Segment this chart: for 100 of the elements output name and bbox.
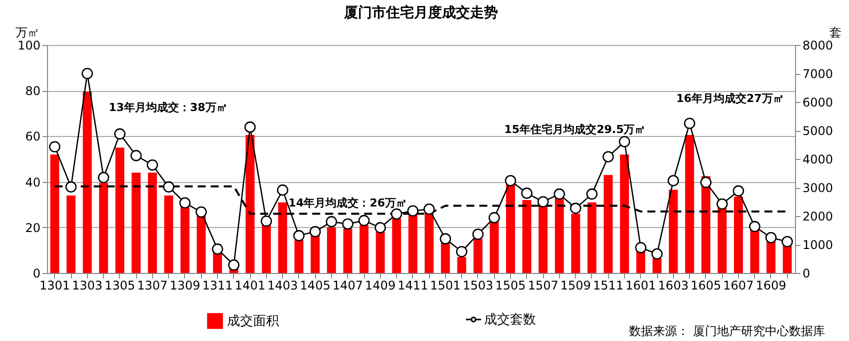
point [651,248,663,260]
annotation: 15年住宅月均成交29.5万㎡ [504,123,646,136]
legend-label: 成交套数 [484,312,536,328]
bar [490,222,499,273]
bar [750,230,760,273]
point [114,128,126,140]
bar [604,174,613,273]
x-tick-label: 1501 [430,278,461,292]
bar [99,182,108,273]
point [440,233,452,244]
x-tick-label: 1509 [560,278,591,292]
point [342,218,354,230]
point [196,206,207,218]
point [504,175,516,186]
x-tick-label: 1505 [495,278,526,292]
bar [408,214,418,273]
bar [424,212,434,273]
point [374,222,386,234]
point [472,228,484,240]
bar [571,214,580,273]
bar [164,195,174,273]
point [765,232,777,244]
point [668,175,679,186]
y-tick-label: 0 [32,266,40,280]
bar [50,154,60,273]
point [244,121,256,133]
x-tick-label: 1507 [528,278,558,292]
point [49,141,60,152]
bar [587,202,596,273]
point [570,202,582,214]
bar [718,208,727,273]
bar [148,172,157,273]
x-tick-label: 1409 [365,278,396,292]
bar [115,148,124,273]
x-tick-label: 1503 [462,278,494,292]
point [407,205,419,217]
point [326,216,338,228]
point [586,188,598,200]
x-tick-label: 1603 [658,278,689,292]
source-note: 数据来源： 厦门地产研究中心数据库 [629,324,825,338]
bar [196,216,206,273]
x-tick-label: 1607 [723,278,754,292]
y2-tick-label: 3000 [802,181,834,195]
bar [278,202,288,273]
point [749,220,760,232]
point [98,172,110,184]
y-tick-label: 80 [25,84,40,98]
y-axis-title: 万㎡ [16,26,40,40]
bar [506,184,516,273]
point [602,151,614,162]
bar [262,222,271,273]
bar [554,198,564,273]
x-tick-label: 1301 [39,278,70,292]
point [146,159,158,171]
point [537,196,549,208]
bar [538,206,548,273]
bar [734,196,743,273]
point [521,188,532,199]
bar [457,257,466,273]
bar [652,258,662,273]
point [423,204,435,215]
x-tick-label: 1601 [625,278,656,292]
y2-tick-label: 4000 [802,152,834,166]
x-tick-label: 1405 [300,278,330,292]
y2-tick-label: 6000 [802,96,834,110]
point [179,197,191,209]
bar [474,238,482,273]
y2-tick-label: 7000 [802,67,834,81]
point [618,136,630,148]
point [782,236,793,248]
point [700,176,712,188]
point [130,150,142,162]
point [716,198,728,210]
point [488,212,500,224]
x-tick-label: 1411 [398,278,428,292]
point [310,226,321,238]
y2-tick-label: 0 [802,266,810,280]
bar [294,240,304,273]
bar [440,242,450,273]
point [293,230,305,242]
bar [376,232,385,273]
x-tick-label: 1305 [104,278,136,292]
bar [685,135,694,273]
y-tick-label: 60 [25,130,40,144]
x-tick-label: 1303 [72,278,103,292]
x-tick-label: 1307 [137,278,168,292]
bar [82,92,92,273]
y2-tick-label: 5000 [802,124,834,138]
point [684,118,696,130]
bar [620,154,629,273]
x-tick-label: 1309 [170,278,200,292]
bar [392,218,402,273]
chart-title: 厦门市住宅月度成交走势 [343,4,498,21]
bar [180,206,190,273]
y2-axis-title: 套 [830,26,842,40]
x-tick-label: 1609 [756,278,786,292]
bar [668,190,678,273]
bar [310,234,320,273]
y2-tick-label: 2000 [802,210,834,224]
y-tick-label: 100 [18,38,40,52]
